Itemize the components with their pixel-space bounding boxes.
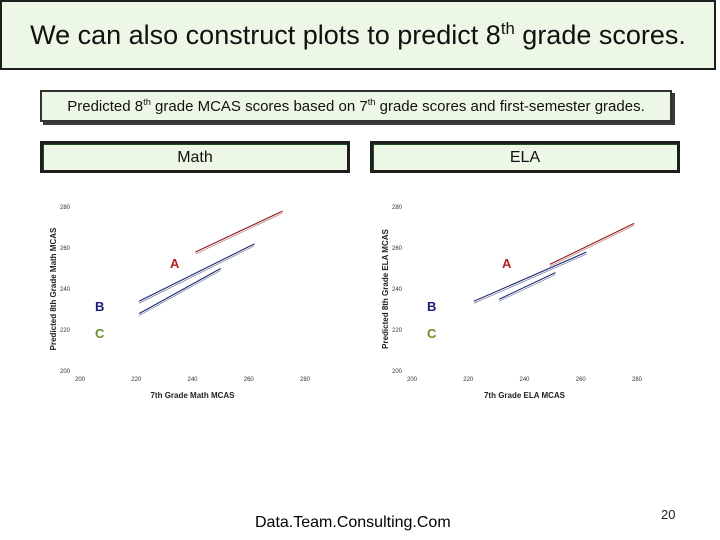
x-tick-label: 200 xyxy=(75,377,86,383)
grade-label-c: C xyxy=(95,326,105,341)
y-tick-label: 240 xyxy=(60,287,71,293)
x-tick-label: 220 xyxy=(463,377,474,383)
x-tick-label: 200 xyxy=(407,377,418,383)
ela-panel-label: ELA xyxy=(370,141,680,173)
y-tick-label: 200 xyxy=(392,369,403,375)
y-tick-label: 220 xyxy=(392,328,403,334)
series-line-a xyxy=(195,210,283,253)
math-label-text: Math xyxy=(177,149,213,166)
x-tick-label: 280 xyxy=(632,377,643,383)
title-banner: We can also construct plots to predict 8… xyxy=(0,0,716,70)
math-panel-label: Math xyxy=(40,141,350,173)
y-tick-label: 260 xyxy=(60,246,71,252)
slide-subtitle: Predicted 8th grade MCAS scores based on… xyxy=(67,97,645,115)
footer-text: Data.Team.Consulting.Com xyxy=(255,514,451,531)
series-line-b xyxy=(138,243,255,302)
series-line-shadow-c xyxy=(138,270,221,316)
grade-label-a: A xyxy=(502,256,512,271)
series-line-shadow-b xyxy=(138,245,255,304)
series-line-c xyxy=(138,268,221,315)
y-tick-label: 260 xyxy=(392,246,403,252)
y-tick-label: 200 xyxy=(60,369,71,375)
series-line-shadow-c xyxy=(499,274,556,302)
y-axis-label: Predicted 8th Grade ELA MCAS xyxy=(381,228,390,348)
y-tick-label: 220 xyxy=(60,328,71,334)
ela-label-text: ELA xyxy=(509,149,541,166)
grade-label-b: B xyxy=(95,299,104,314)
grade-label-a: A xyxy=(170,256,180,271)
grade-label-b: B xyxy=(427,299,436,314)
x-axis-label: 7th Grade Math MCAS xyxy=(150,391,235,400)
series-line-shadow-a xyxy=(549,225,635,267)
ela-chart: 200 220 240 260 280 200 220 240 260 280 7th Grade … xyxy=(381,205,643,400)
series-line-shadow-a xyxy=(195,212,283,255)
y-tick-label: 240 xyxy=(392,287,403,293)
y-tick-label: 280 xyxy=(60,205,71,211)
series-line-shadow-b xyxy=(473,253,587,304)
series-line-a xyxy=(549,222,635,265)
x-tick-label: 260 xyxy=(576,377,587,383)
slide-title: We can also construct plots to predict 8… xyxy=(30,19,686,50)
x-tick-label: 240 xyxy=(519,377,530,383)
x-axis-label: 7th Grade ELA MCAS xyxy=(484,391,566,400)
y-axis-label: Predicted 8th Grade Math MCAS xyxy=(49,227,58,350)
x-tick-label: 240 xyxy=(187,377,198,383)
series-line-b xyxy=(473,251,587,302)
x-tick-label: 280 xyxy=(300,377,311,383)
grade-label-c: C xyxy=(427,326,437,341)
page-number: 20 xyxy=(661,507,676,522)
subtitle-banner: Predicted 8th grade MCAS scores based on… xyxy=(40,90,672,122)
math-chart: 200 220 240 260 280 200 220 240 260 280 7th Grade … xyxy=(49,205,311,400)
series-line-c xyxy=(498,272,556,300)
x-tick-label: 220 xyxy=(131,377,142,383)
y-tick-label: 280 xyxy=(392,205,403,211)
x-tick-label: 260 xyxy=(244,377,255,383)
